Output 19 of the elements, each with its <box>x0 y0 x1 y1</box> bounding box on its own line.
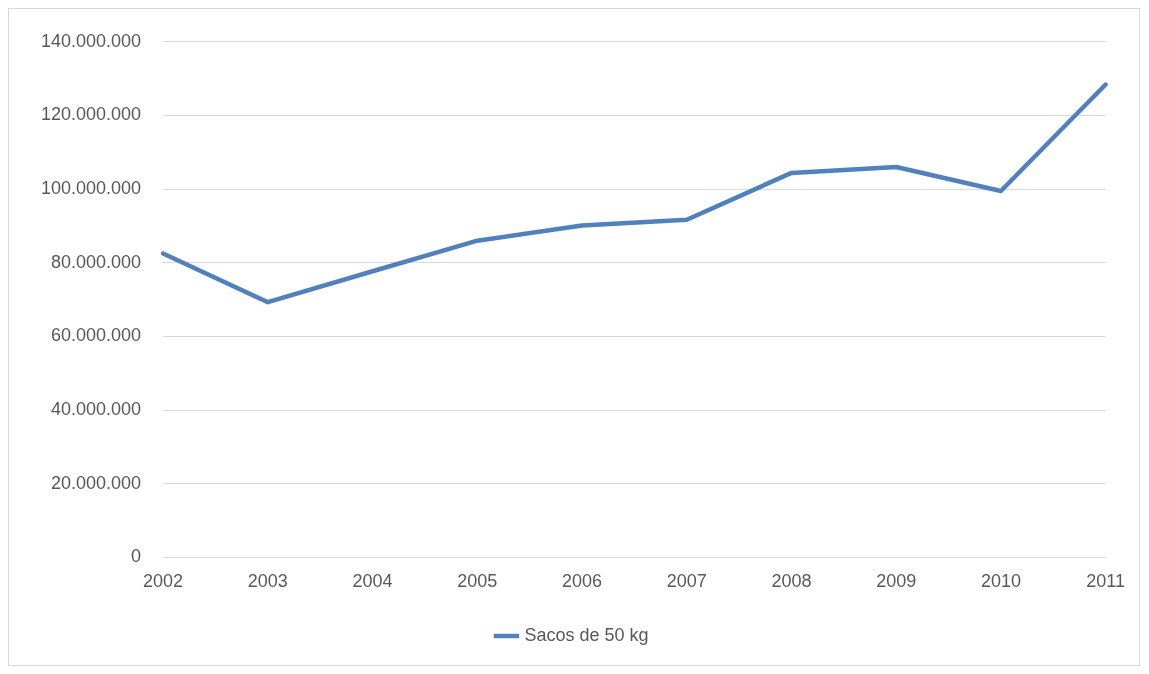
legend-label: Sacos de 50 kg <box>524 624 649 645</box>
y-tick-label: 100.000.000 <box>40 178 142 199</box>
y-tick-label: 60.000.000 <box>51 325 142 346</box>
y-tick-label: 120.000.000 <box>40 104 142 125</box>
y-tick-label: 40.000.000 <box>51 399 142 420</box>
x-tick-label: 2011 <box>1086 571 1126 592</box>
x-tick-label: 2009 <box>876 571 917 592</box>
y-tick-label: 0 <box>131 546 142 567</box>
y-tick-label: 20.000.000 <box>51 472 142 493</box>
x-tick-label: 2002 <box>143 571 184 592</box>
y-tick-label: 140.000.000 <box>40 30 142 51</box>
x-tick-label: 2010 <box>980 571 1021 592</box>
x-tick-label: 2008 <box>771 571 812 592</box>
x-tick-label: 2004 <box>352 571 393 592</box>
x-tick-label: 2007 <box>666 571 707 592</box>
x-tick-label: 2003 <box>247 571 288 592</box>
x-tick-label: 2005 <box>457 571 498 592</box>
y-tick-label: 80.000.000 <box>51 251 142 272</box>
x-tick-label: 2006 <box>561 571 603 592</box>
